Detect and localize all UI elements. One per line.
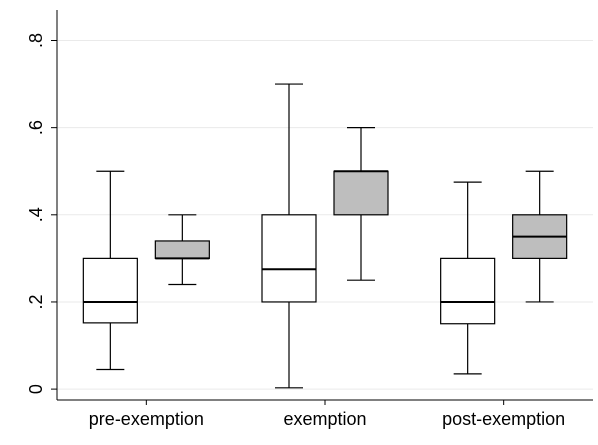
y-tick-label: .2 — [26, 294, 46, 309]
x-tick-label: pre-exemption — [89, 409, 204, 429]
box — [82, 257, 138, 324]
box — [333, 170, 389, 216]
y-tick-label: 0 — [26, 384, 46, 394]
box — [261, 214, 317, 303]
y-tick-label: .8 — [26, 33, 46, 48]
x-tick-label: post-exemption — [442, 409, 565, 429]
box — [154, 240, 210, 259]
x-tick-label: exemption — [283, 409, 366, 429]
y-tick-label: .4 — [26, 207, 46, 222]
y-tick-label: .6 — [26, 120, 46, 135]
box — [440, 257, 496, 325]
